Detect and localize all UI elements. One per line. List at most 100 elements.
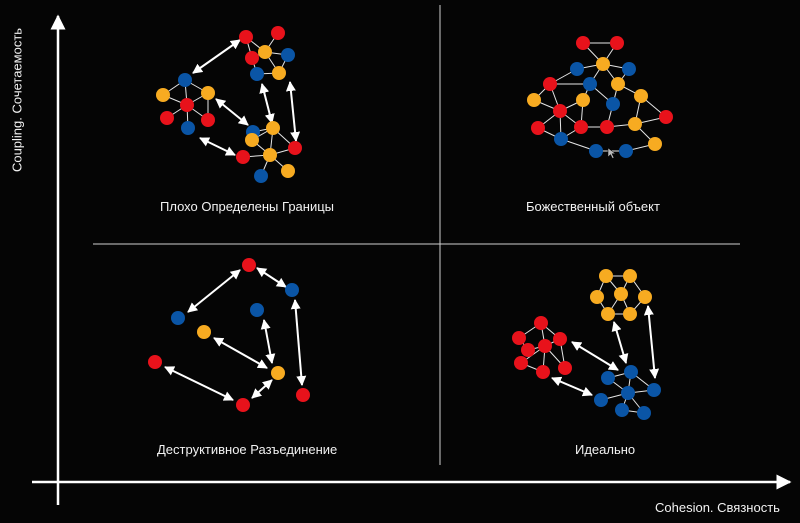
red-node <box>553 332 567 346</box>
axes <box>32 14 792 505</box>
red-node <box>271 26 285 40</box>
red-node <box>534 316 548 330</box>
blue-node <box>624 365 638 379</box>
blue-node <box>606 97 620 111</box>
orange-node <box>634 89 648 103</box>
blue-node <box>647 383 661 397</box>
orange-node <box>527 93 541 107</box>
orange-node <box>601 307 615 321</box>
blue-node <box>594 393 608 407</box>
blue-node <box>554 132 568 146</box>
bidirectional-arrow <box>551 376 593 397</box>
blue-node <box>254 169 268 183</box>
orange-node <box>245 133 259 147</box>
dependency-arrows <box>164 39 660 401</box>
blue-node <box>589 144 603 158</box>
blue-node <box>171 311 185 325</box>
orange-node <box>590 290 604 304</box>
bidirectional-arrow <box>260 319 276 364</box>
quadrant-label-bottom-right: Идеально <box>575 442 636 457</box>
blue-node <box>250 67 264 81</box>
orange-node <box>623 269 637 283</box>
red-node <box>148 355 162 369</box>
bidirectional-arrow <box>285 81 301 142</box>
bidirectional-arrow <box>571 341 619 371</box>
blue-node <box>285 283 299 297</box>
red-node <box>236 150 250 164</box>
bidirectional-arrow <box>213 337 268 369</box>
y-axis-label: Coupling. Сочетаемость <box>9 27 25 173</box>
red-node <box>576 36 590 50</box>
red-node <box>538 339 552 353</box>
quadrant-label-top-left: Плохо Определены Границы <box>160 199 335 214</box>
red-node <box>536 365 550 379</box>
red-node <box>288 141 302 155</box>
bidirectional-arrow <box>643 305 660 379</box>
bidirectional-arrow <box>199 137 236 156</box>
red-node <box>160 111 174 125</box>
bidirectional-arrow <box>256 267 287 288</box>
quadrant-label-top-right: Божественный объект <box>526 199 660 214</box>
orange-node <box>258 45 272 59</box>
orange-node <box>156 88 170 102</box>
orange-node <box>623 307 637 321</box>
bidirectional-arrow <box>215 98 249 126</box>
red-node <box>512 331 526 345</box>
orange-node <box>596 57 610 71</box>
orange-node <box>638 290 652 304</box>
blue-node <box>570 62 584 76</box>
blue-node <box>622 62 636 76</box>
red-node <box>558 361 572 375</box>
red-node <box>610 36 624 50</box>
orange-node <box>576 93 590 107</box>
mouse-cursor-icon <box>607 147 617 159</box>
red-node <box>201 113 215 127</box>
bidirectional-arrow <box>290 299 307 386</box>
red-node <box>236 398 250 412</box>
blue-node <box>615 403 629 417</box>
red-node <box>242 258 256 272</box>
blue-node <box>181 121 195 135</box>
red-node <box>531 121 545 135</box>
blue-node <box>583 77 597 91</box>
red-node <box>296 388 310 402</box>
bidirectional-arrow <box>192 39 241 74</box>
red-node <box>543 77 557 91</box>
orange-node <box>614 287 628 301</box>
red-node <box>514 356 528 370</box>
blue-node <box>281 48 295 62</box>
orange-node <box>648 137 662 151</box>
red-node <box>239 30 253 44</box>
red-node <box>600 120 614 134</box>
orange-node <box>271 366 285 380</box>
quadrant-dividers <box>93 5 740 465</box>
red-node <box>553 104 567 118</box>
red-node <box>659 110 673 124</box>
blue-node <box>178 73 192 87</box>
red-node <box>574 120 588 134</box>
blue-node <box>637 406 651 420</box>
orange-node <box>611 77 625 91</box>
blue-node <box>250 303 264 317</box>
red-node <box>245 51 259 65</box>
quadrant-label-bottom-left: Деструктивное Разъединение <box>157 442 338 457</box>
bidirectional-arrow <box>251 379 273 399</box>
graph-nodes <box>148 26 673 420</box>
blue-node <box>621 386 635 400</box>
orange-node <box>281 164 295 178</box>
orange-node <box>263 148 277 162</box>
orange-node <box>197 325 211 339</box>
orange-node <box>628 117 642 131</box>
orange-node <box>201 86 215 100</box>
bidirectional-arrow <box>259 83 275 124</box>
red-node <box>180 98 194 112</box>
bidirectional-arrow <box>164 366 234 401</box>
bidirectional-arrow <box>187 269 241 313</box>
x-axis-label: Cohesion. Связность <box>655 500 780 515</box>
bidirectional-arrow <box>611 321 629 364</box>
blue-node <box>601 371 615 385</box>
orange-node <box>272 66 286 80</box>
red-node <box>521 343 535 357</box>
